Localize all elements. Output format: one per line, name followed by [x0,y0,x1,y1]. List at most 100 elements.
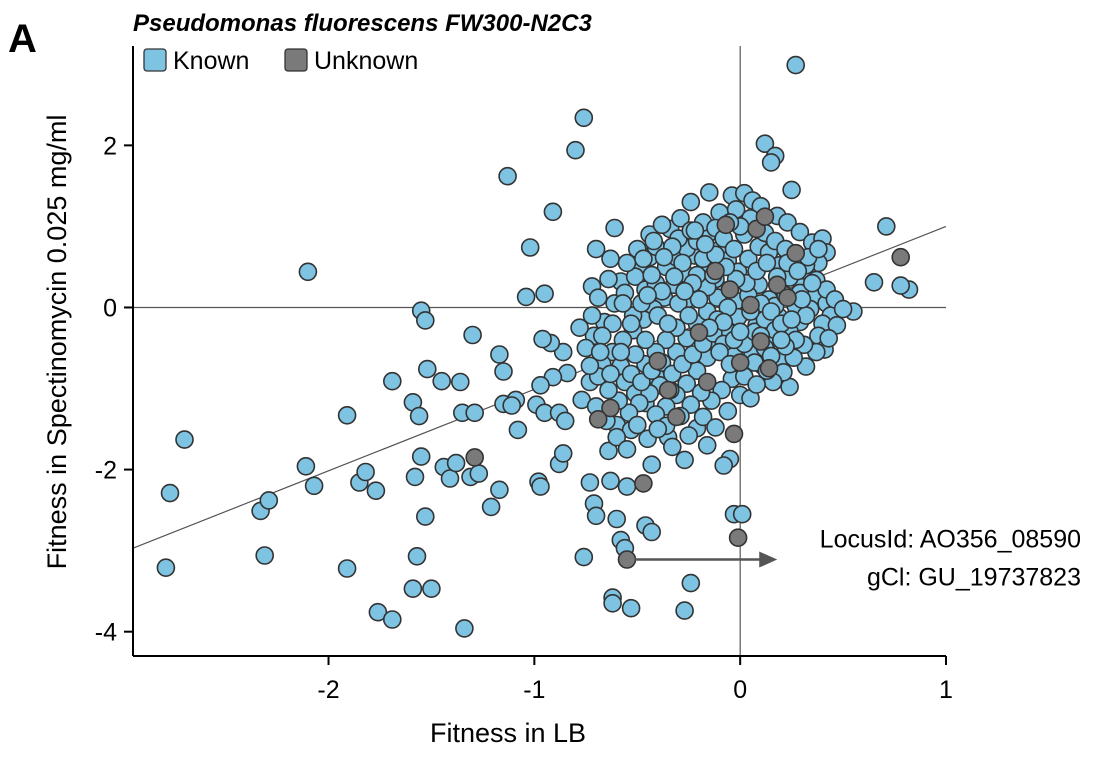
point-known [662,437,682,457]
point-known [531,477,550,496]
point-unknown [778,288,797,308]
panel-label: A [8,17,37,61]
point-known [337,405,357,425]
point-known [368,602,388,622]
point-known [553,342,573,362]
point-known [732,504,752,524]
point-known [634,249,653,269]
point-known [502,396,522,415]
point-known [601,249,620,269]
point-known [710,342,729,362]
axes: -2 -1 0 1 -4 -2 0 2 [95,46,953,704]
point-known [613,294,633,313]
point-known [450,372,470,392]
point-unknown [465,448,485,467]
point-unknown [716,215,736,235]
point-known [648,419,668,439]
point-known [403,579,423,599]
point-known [819,328,839,348]
legend-swatch-known [143,48,167,72]
point-known [679,426,699,445]
annotation-label: gCl: GU_19737823 [867,564,1081,592]
point-known [465,403,485,423]
point-known [778,213,797,232]
point-known [255,546,275,565]
point-known [304,476,324,496]
point-known [601,364,620,384]
point-known [761,153,781,172]
point-known [555,411,575,431]
point-known [356,462,375,482]
point-unknown [741,295,760,315]
point-known [463,325,482,345]
point-known [382,610,402,629]
point-known [508,420,528,440]
annotation-arrow-head [759,551,778,568]
point-known [864,272,884,292]
point-known [747,375,766,394]
legend-label-unknown: Unknown [314,47,418,75]
point-known [644,231,664,251]
point-known [757,253,777,273]
point-known [695,235,715,254]
point-known [617,477,637,496]
point-known [654,247,674,267]
point-known [876,217,896,236]
point-known [366,481,386,501]
point-unknown [724,424,744,444]
point-known [520,238,540,257]
y-tick-label: -4 [95,619,117,647]
point-known [490,345,509,364]
point-known [891,276,911,295]
point-known [699,183,719,202]
point-known [409,406,429,426]
point-known [714,456,734,475]
point-known [582,306,602,325]
point-unknown [634,474,653,493]
point-unknown [588,409,608,429]
point-known [590,342,610,362]
point-known [658,314,678,334]
point-unknown [658,380,678,400]
point-known [689,290,709,309]
point-known [481,497,501,517]
point-known [755,134,775,153]
point-known [697,435,717,455]
point-known [417,359,437,379]
legend-label-known: Known [173,47,249,75]
point-known [761,302,781,321]
point-unknown [751,332,771,351]
point-known [730,322,750,342]
chart-title: Pseudomonas fluorescens FW300-N2C3 [133,10,592,37]
y-tick-label: -2 [95,457,117,485]
y-tick-label: 2 [103,132,117,160]
point-known [586,506,606,526]
point-known [621,598,641,618]
point-known [607,427,627,447]
point-unknown [648,351,668,371]
annotation-label: LocusId: AO356_08590 [820,526,1081,554]
point-known [574,108,594,128]
point-known [407,546,427,566]
point-known [469,464,489,483]
point-known [516,287,536,307]
point-known [652,215,672,235]
x-tick-label: 1 [939,676,953,704]
point-known [415,311,435,330]
point-unknown [786,243,806,263]
point-known [259,491,279,510]
point-known [675,450,694,470]
point-known [566,140,585,160]
point-known [771,330,791,350]
point-unknown [617,550,637,569]
point-unknown [706,261,725,281]
legend-swatch-unknown [284,48,308,72]
point-known [592,326,612,346]
point-known [415,507,435,526]
point-known [621,314,641,334]
point-known [535,284,554,304]
point-known [382,371,402,391]
point-known [607,509,627,529]
point-known [681,573,701,593]
point-unknown [720,280,740,299]
